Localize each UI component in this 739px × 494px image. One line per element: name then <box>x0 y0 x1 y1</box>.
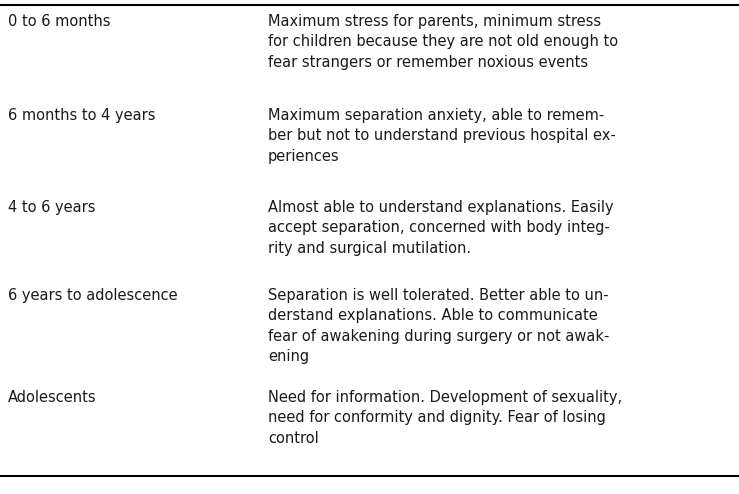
Text: 6 months to 4 years: 6 months to 4 years <box>8 108 155 123</box>
Text: Almost able to understand explanations. Easily
accept separation, concerned with: Almost able to understand explanations. … <box>268 200 613 256</box>
Text: 6 years to adolescence: 6 years to adolescence <box>8 288 177 303</box>
Text: Maximum separation anxiety, able to remem-
ber but not to understand previous ho: Maximum separation anxiety, able to reme… <box>268 108 616 164</box>
Text: 0 to 6 months: 0 to 6 months <box>8 14 111 29</box>
Text: Need for information. Development of sexuality,
need for conformity and dignity.: Need for information. Development of sex… <box>268 390 622 446</box>
Text: Separation is well tolerated. Better able to un-
derstand explanations. Able to : Separation is well tolerated. Better abl… <box>268 288 610 364</box>
Text: 4 to 6 years: 4 to 6 years <box>8 200 95 215</box>
Text: Adolescents: Adolescents <box>8 390 97 405</box>
Text: Maximum stress for parents, minimum stress
for children because they are not old: Maximum stress for parents, minimum stre… <box>268 14 618 70</box>
